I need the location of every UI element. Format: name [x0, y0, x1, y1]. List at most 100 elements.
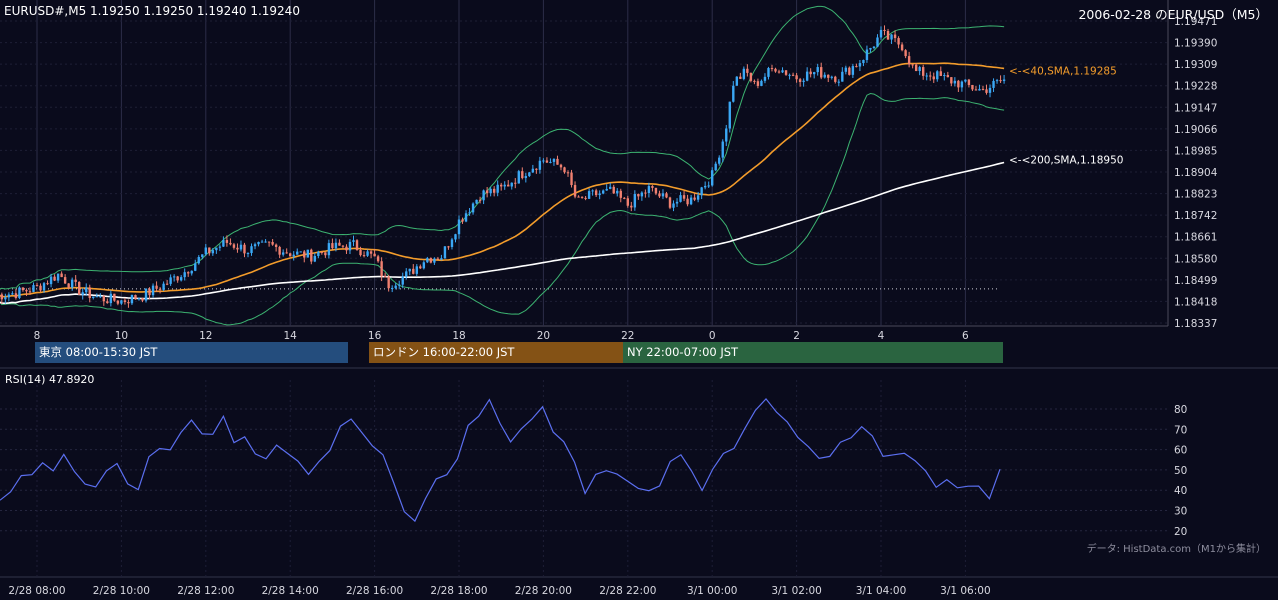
candle-body — [88, 287, 91, 298]
candle-body — [781, 70, 784, 73]
price-tick-label: 1.19309 — [1174, 59, 1217, 71]
candle-body — [995, 80, 999, 82]
candle-body — [1002, 79, 1006, 81]
candle-body — [922, 67, 925, 76]
candle-body — [28, 291, 32, 293]
candle-body — [918, 67, 921, 72]
candle-body — [85, 287, 88, 293]
price-tick-label: 1.18904 — [1174, 167, 1218, 179]
candle-body — [816, 67, 819, 73]
candle-body — [890, 34, 893, 40]
candle-body — [626, 198, 629, 206]
candle-body — [204, 247, 207, 255]
rsi-tick-label: 40 — [1174, 485, 1187, 497]
hour-tick-label: 14 — [284, 330, 298, 342]
candle-body — [834, 76, 837, 82]
candle-body — [658, 193, 661, 197]
candle-body — [42, 283, 46, 291]
hour-tick-label: 18 — [452, 330, 465, 342]
candle-body — [848, 67, 851, 75]
candle-body — [503, 184, 506, 187]
candle-body — [373, 253, 376, 257]
time-tick-label: 2/28 16:00 — [346, 585, 403, 597]
main-axis-labels: 1.19471 1.19390 1.19309 1.19228 1.19147 1.190… — [34, 16, 1218, 342]
price-tick-label: 1.18823 — [1174, 189, 1217, 201]
candle-body — [679, 195, 682, 202]
symbol-quote: EURUSD#,M5 1.19250 1.19250 1.19240 1.192… — [4, 4, 300, 18]
chart-title: 2006-02-28 のEUR/USD（M5） — [1078, 7, 1268, 22]
candle-body — [528, 172, 531, 177]
candle-body — [545, 160, 549, 163]
candle-body — [260, 241, 264, 243]
candle-body — [577, 196, 580, 198]
rsi-tick-label: 20 — [1174, 526, 1187, 538]
candle-body — [820, 67, 823, 78]
candle-body — [897, 38, 900, 45]
time-tick-label: 3/1 00:00 — [687, 585, 738, 597]
candle-body — [967, 79, 971, 85]
candle-body — [654, 187, 658, 194]
hour-tick-label: 12 — [199, 330, 212, 342]
candle-body — [943, 75, 946, 77]
time-tick-label: 3/1 02:00 — [771, 585, 822, 597]
candlesticks — [0, 25, 1006, 308]
time-tick-label: 2/28 08:00 — [8, 585, 65, 597]
candle-body — [763, 76, 767, 81]
candle-body — [271, 242, 274, 245]
candle-body — [844, 67, 848, 72]
candle-body — [514, 182, 517, 184]
rsi-tick-label: 30 — [1174, 506, 1187, 518]
candle-body — [594, 190, 598, 196]
candle-body — [303, 251, 306, 258]
candle-body — [412, 268, 415, 274]
price-tick-label: 1.19471 — [1174, 16, 1217, 28]
candle-body — [999, 80, 1002, 82]
candle-body — [176, 276, 179, 281]
candle-body — [700, 187, 703, 196]
candle-body — [148, 288, 151, 296]
candle-body — [661, 193, 665, 197]
candle-body — [637, 194, 640, 197]
candle-body — [436, 258, 440, 260]
candle-body — [433, 258, 436, 263]
candle-body — [665, 193, 668, 198]
candle-body — [612, 186, 615, 194]
candle-body — [651, 186, 654, 188]
candle-body — [362, 255, 366, 257]
candle-body — [911, 64, 914, 66]
candle-body — [904, 50, 907, 57]
candle-body — [172, 276, 176, 278]
candle-body — [978, 88, 981, 91]
bollinger-upper — [0, 5, 1005, 290]
candle-body — [229, 242, 232, 245]
candle-body — [246, 253, 250, 255]
sma200-line — [0, 161, 1005, 305]
candle-body — [215, 247, 218, 251]
candle-body — [18, 287, 21, 298]
candle-body — [468, 212, 471, 214]
candle-body — [939, 71, 942, 76]
candle-body — [988, 87, 992, 93]
time-tick-label: 2/28 14:00 — [262, 585, 319, 597]
candle-body — [946, 75, 950, 78]
candle-body — [331, 243, 334, 249]
candle-body — [415, 266, 418, 274]
candle-body — [647, 186, 651, 194]
candle-body — [492, 188, 496, 193]
candle-body — [936, 71, 939, 80]
candle-body — [49, 276, 53, 285]
candle-body — [573, 185, 577, 197]
candle-body — [619, 190, 622, 198]
candle-body — [985, 89, 988, 93]
candle-body — [306, 249, 309, 258]
sma-lines: <-<40,SMA,1.19285 <-<200,SMA,1.18950 — [0, 62, 1123, 305]
candle-body — [457, 219, 461, 235]
candle-body — [630, 205, 633, 208]
candle-body — [862, 59, 865, 64]
candle-body — [158, 288, 162, 290]
candle-body — [327, 243, 331, 256]
candle-body — [482, 190, 485, 201]
candle-body — [299, 251, 302, 253]
candle-body — [507, 184, 510, 187]
